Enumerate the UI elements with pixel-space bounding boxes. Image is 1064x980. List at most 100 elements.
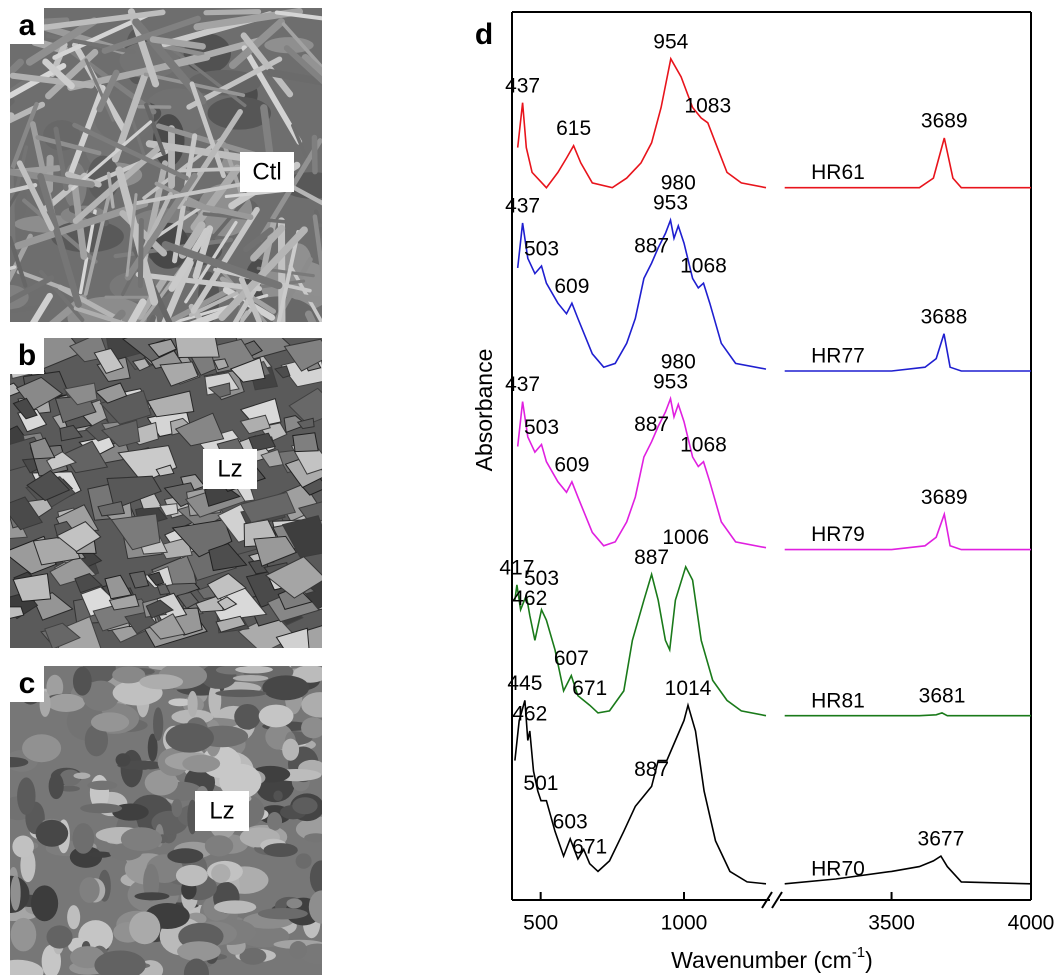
texture (47, 694, 85, 712)
texture (293, 433, 318, 452)
peak-label: 1083 (684, 94, 731, 117)
texture (296, 853, 312, 868)
texture (172, 799, 183, 817)
series-name: HR79 (811, 523, 865, 546)
peak-label: 503 (524, 416, 559, 439)
texture (211, 864, 230, 883)
figure: a Ctl d Absorbance Wavenumber (cm-1) 1 µ… (0, 0, 1064, 980)
peak-label: 1014 (665, 677, 712, 700)
panel-caption: Lz (217, 455, 242, 482)
peak-label: 609 (554, 275, 589, 298)
texture (72, 823, 94, 854)
peak-label: 1068 (680, 255, 727, 278)
spectrum (785, 713, 1031, 716)
texture (273, 790, 282, 800)
peak-label: 887 (634, 413, 669, 436)
y-axis-label: Absorbance (471, 349, 497, 472)
panel-label: b (18, 339, 36, 372)
texture (88, 852, 112, 858)
peak-label: 953 (653, 192, 688, 215)
texture (264, 843, 298, 857)
x-tick-label: 1000 (661, 912, 708, 935)
texture (12, 836, 34, 858)
texture (129, 912, 160, 945)
texture (309, 890, 334, 923)
texture (301, 692, 338, 717)
texture (79, 877, 99, 903)
texture (310, 860, 332, 894)
texture (182, 755, 220, 773)
x-tick-label: 500 (523, 912, 558, 935)
texture (206, 12, 259, 13)
peak-label: 1068 (680, 433, 727, 456)
texture (282, 739, 299, 761)
scale-bar (360, 961, 436, 966)
peak-label: 607 (554, 647, 589, 670)
texture (140, 221, 141, 286)
texture (134, 892, 169, 900)
texture (267, 812, 282, 831)
texture (182, 169, 240, 171)
texture (188, 691, 198, 717)
texture (121, 827, 162, 851)
scale-label: 1 µm (375, 606, 424, 631)
texture (166, 723, 214, 753)
texture (205, 835, 233, 856)
peak-label: 953 (653, 370, 688, 393)
texture (10, 875, 20, 910)
peak-label: 437 (505, 195, 540, 218)
texture (11, 918, 37, 952)
peak-label: 462 (512, 587, 547, 610)
texture (36, 820, 69, 847)
texture (139, 674, 183, 689)
texture (234, 704, 260, 730)
texture (80, 803, 122, 813)
texture (214, 900, 256, 913)
peak-label: 603 (553, 810, 588, 833)
texture (17, 777, 35, 815)
x-axis-label-part: Wavenumber (cm (671, 947, 852, 973)
spectrum (518, 59, 766, 188)
scale-bar (360, 308, 436, 313)
series-name: HR61 (811, 161, 865, 184)
texture (290, 941, 307, 959)
peak-label: 887 (634, 546, 669, 569)
sem-image (0, 654, 347, 980)
x-axis-label-sup: -1 (852, 944, 865, 961)
peak-label: 3681 (919, 684, 966, 707)
peak-label: 887 (634, 235, 669, 258)
peak-label: 671 (572, 677, 607, 700)
peak-label: 437 (505, 373, 540, 396)
texture (304, 833, 327, 842)
peak-label: 887 (634, 758, 669, 781)
panel-label: a (19, 9, 36, 42)
peak-label: 3689 (921, 110, 968, 133)
scale-bar (360, 634, 436, 639)
peak-label: 503 (524, 567, 559, 590)
texture (153, 707, 163, 741)
texture (259, 705, 294, 728)
texture (233, 675, 269, 681)
peak-label: 503 (524, 238, 559, 261)
x-axis-label-part: ) (865, 947, 873, 973)
peak-label: 1006 (662, 526, 709, 549)
texture (22, 734, 61, 762)
texture (49, 773, 64, 799)
x-tick-label: 3500 (868, 912, 915, 935)
texture (176, 865, 208, 886)
texture (73, 667, 92, 696)
texture (258, 908, 308, 919)
texture (67, 905, 80, 929)
texture (87, 781, 117, 790)
texture (91, 712, 129, 731)
axes-frame (512, 12, 1031, 908)
series-name: HR81 (811, 689, 865, 712)
scale-label: 1 µm (375, 280, 424, 305)
peak-label: 3677 (918, 828, 965, 851)
texture (215, 690, 266, 698)
texture (46, 925, 72, 948)
texture (174, 326, 219, 357)
texture (235, 666, 273, 674)
peak-label: 3688 (921, 305, 968, 328)
texture (31, 885, 58, 921)
